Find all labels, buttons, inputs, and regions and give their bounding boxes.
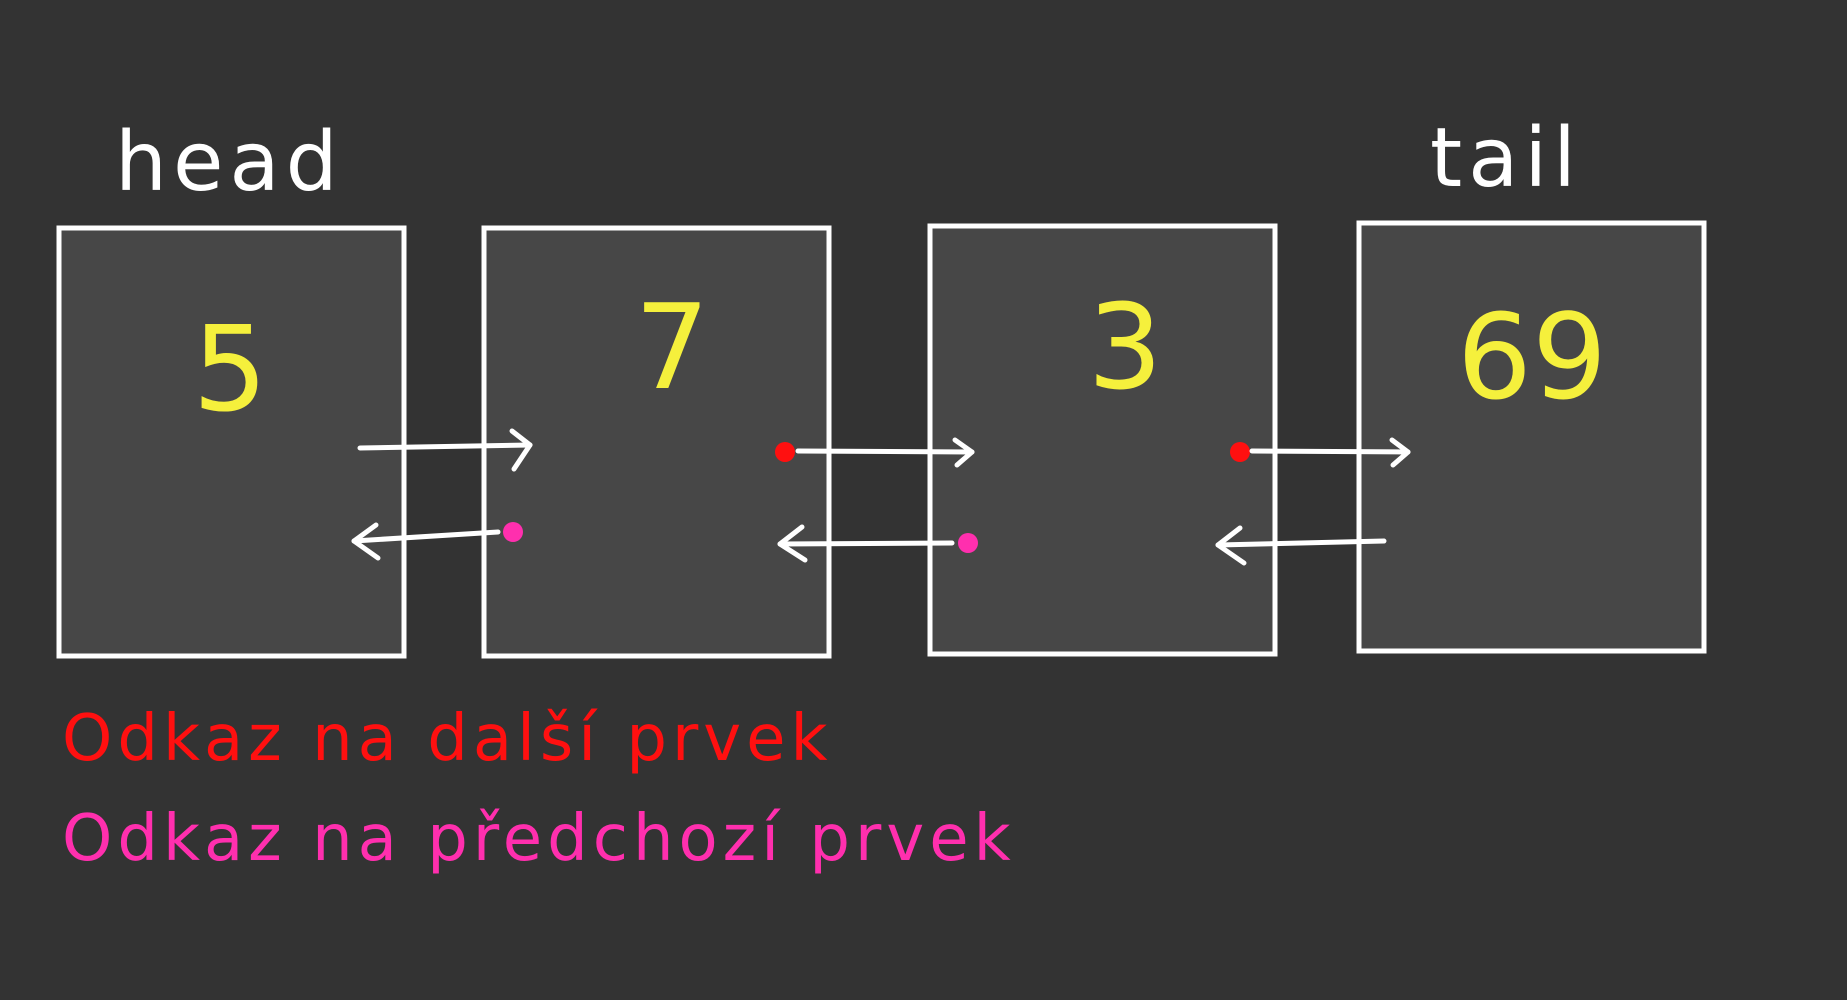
next-dot [775, 442, 795, 462]
legend-next-text: Odkaz na další prvek [62, 702, 833, 776]
next-pointer-2 [775, 437, 975, 468]
arrow-line [1215, 538, 1387, 548]
legend-prev-text: Odkaz na předchozí prvek [62, 802, 1016, 876]
node-3: 3 [927, 223, 1278, 657]
node-box [1356, 220, 1707, 654]
prev-pointer-1 [351, 522, 523, 561]
prev-pointer-3 [1215, 525, 1387, 566]
node-value: 5 [192, 300, 267, 438]
head-label: head [115, 115, 344, 210]
node-value: 69 [1457, 288, 1607, 426]
arrow-head [777, 524, 808, 563]
arrow-head [509, 428, 533, 472]
arrow-head [952, 437, 975, 468]
arrow-line [357, 442, 533, 451]
prev-dot [503, 522, 523, 542]
arrow-head [1215, 525, 1247, 566]
node-4: 69 [1356, 220, 1707, 654]
arrow-line [795, 448, 975, 455]
arrow-head [1389, 437, 1411, 468]
arrow-line [351, 529, 501, 544]
node-1: 5 [56, 225, 407, 659]
node-2: 7 [481, 225, 832, 659]
tail-label: tail [1430, 111, 1582, 206]
node-box [927, 223, 1278, 657]
arrow-head [351, 522, 381, 561]
node-value: 7 [634, 278, 709, 416]
next-pointer-1 [357, 428, 533, 472]
prev-dot [958, 533, 978, 553]
next-dot [1230, 442, 1250, 462]
prev-pointer-2 [777, 524, 978, 563]
node-box [481, 225, 832, 659]
next-pointer-3 [1230, 437, 1411, 468]
arrow-line [1249, 448, 1411, 455]
node-value: 3 [1087, 278, 1162, 416]
node-box [56, 225, 407, 659]
arrow-line [777, 540, 955, 547]
